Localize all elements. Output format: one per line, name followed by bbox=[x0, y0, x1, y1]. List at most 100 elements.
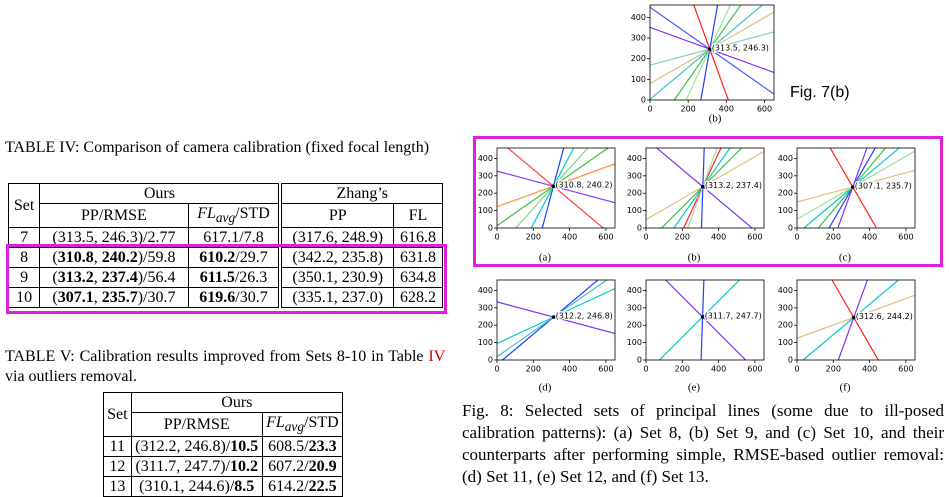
y-tick-label: 200 bbox=[631, 54, 646, 63]
y-tick-label: 200 bbox=[478, 189, 493, 198]
text-span: 611.5 bbox=[199, 269, 235, 287]
table-cell: (312.2, 246.8)/10.5 bbox=[130, 436, 263, 458]
table-cell: 614.2/22.5 bbox=[261, 476, 344, 497]
plot-frame bbox=[796, 279, 916, 361]
text-span: , bbox=[93, 289, 102, 307]
y-tick-label: 300 bbox=[478, 303, 493, 312]
text-span: , bbox=[93, 269, 102, 287]
y-tick-label: 400 bbox=[778, 154, 793, 163]
x-tick-label: 200 bbox=[826, 365, 841, 374]
principal-line bbox=[687, 148, 718, 228]
text-span: FL bbox=[197, 205, 216, 222]
y-tick-label: 100 bbox=[627, 206, 642, 215]
text-span: ( bbox=[52, 249, 58, 267]
principal-point bbox=[551, 184, 556, 189]
text-span: , bbox=[93, 249, 102, 267]
principal-line bbox=[658, 280, 741, 360]
plot-frame bbox=[496, 279, 616, 361]
figure-caption: Fig. 8: Selected sets of principal lines… bbox=[462, 401, 944, 486]
y-tick-label: 400 bbox=[478, 286, 493, 295]
x-tick-label: 200 bbox=[526, 233, 541, 242]
principal-line bbox=[831, 280, 879, 360]
y-tick-label: 400 bbox=[631, 13, 646, 22]
x-tick-label: 400 bbox=[711, 365, 726, 374]
text-span: 20.9 bbox=[308, 458, 337, 476]
text-span: 10.2 bbox=[229, 458, 258, 476]
table-cell: 607.2/20.9 bbox=[261, 456, 344, 478]
x-tick-label: 0 bbox=[494, 233, 499, 242]
x-tick-label: 0 bbox=[794, 233, 799, 242]
plot-label: (a) bbox=[539, 252, 552, 264]
point-label: (313.2, 237.4) bbox=[705, 181, 762, 190]
y-tick-label: 300 bbox=[778, 303, 793, 312]
point-label: (312.6, 244.2) bbox=[856, 312, 913, 321]
table-cell: 634.8 bbox=[392, 267, 444, 289]
x-tick-label: 200 bbox=[826, 233, 841, 242]
y-tick-label: 0 bbox=[637, 224, 642, 233]
x-tick-label: 600 bbox=[747, 233, 762, 242]
plot-label: (e) bbox=[688, 382, 701, 394]
plot: 0 200 400 600 0 100 200 300 400 (313.2, 237.4) (b) bbox=[627, 147, 765, 264]
principal-point bbox=[551, 315, 556, 319]
text-span: /29.7 bbox=[235, 249, 268, 267]
y-tick-label: 400 bbox=[627, 286, 642, 295]
highlight-box bbox=[473, 136, 943, 267]
table-cell: 611.5/26.3 bbox=[187, 267, 281, 289]
y-tick-label: 100 bbox=[778, 338, 793, 347]
text-span: via outliers removal. bbox=[5, 368, 137, 385]
y-tick-label: 100 bbox=[478, 206, 493, 215]
header-cell: PP/RMSE bbox=[130, 411, 263, 438]
y-tick-label: 100 bbox=[478, 338, 493, 347]
table-cell: 10 bbox=[7, 287, 41, 309]
table: Set Ours Zhang’s PP/RMSE FLavg/STD PP FL 7 (31… bbox=[7, 182, 444, 309]
text-span: avg bbox=[284, 419, 304, 435]
y-tick-label: 100 bbox=[627, 338, 642, 347]
table-cell: (335.1, 237.0) bbox=[278, 287, 394, 309]
principal-point bbox=[708, 47, 712, 51]
x-tick-label: 400 bbox=[562, 365, 577, 374]
text-span: 237.4 bbox=[101, 269, 138, 287]
text-span: ( bbox=[52, 269, 58, 287]
text-span: 307.1 bbox=[57, 289, 94, 307]
y-tick-label: 300 bbox=[631, 34, 646, 43]
table-row: 13 (310.1, 244.6)/8.5 614.2/22.5 bbox=[103, 476, 344, 497]
plot-label: (f) bbox=[840, 382, 851, 394]
plot-label: (c) bbox=[839, 252, 852, 264]
text-span: )/30.7 bbox=[137, 289, 176, 307]
point-label: (311.7, 247.7) bbox=[705, 311, 762, 320]
text-span: (311.7, 247.7)/ bbox=[135, 458, 230, 476]
y-tick-label: 200 bbox=[778, 321, 793, 330]
y-tick-label: 200 bbox=[627, 189, 642, 198]
table-cell: (317.6, 248.9) bbox=[278, 227, 394, 249]
principal-point bbox=[701, 184, 705, 189]
plot-frame bbox=[496, 147, 616, 229]
principal-line bbox=[700, 148, 705, 228]
x-tick-label: 0 bbox=[643, 233, 648, 242]
y-tick-label: 0 bbox=[488, 224, 493, 233]
header-cell: FLavg/STD bbox=[261, 411, 344, 438]
y-tick-label: 0 bbox=[641, 96, 646, 105]
principal-line bbox=[673, 5, 742, 100]
point-label: (307.1, 235.7) bbox=[855, 182, 912, 191]
principal-point bbox=[850, 185, 855, 189]
table: Set Ours PP/RMSE FLavg/STD 11 (312.2, 246.8… bbox=[103, 391, 344, 497]
principal-point bbox=[851, 315, 856, 320]
x-tick-label: 400 bbox=[862, 233, 877, 242]
text-span: 235.7 bbox=[101, 289, 138, 307]
y-tick-label: 100 bbox=[631, 75, 646, 84]
table-cell: (310.8, 240.2)/59.8 bbox=[39, 247, 189, 269]
y-tick-label: 0 bbox=[488, 356, 493, 365]
table-row: 11 (312.2, 246.8)/10.5 608.5/23.3 bbox=[103, 436, 344, 458]
header-cell: Set bbox=[103, 391, 132, 438]
lines bbox=[646, 148, 764, 228]
plot-frame bbox=[645, 147, 765, 229]
y-tick-label: 200 bbox=[478, 321, 493, 330]
point-label: (313.5, 246.3) bbox=[712, 44, 769, 53]
point-label: (312.2, 246.8) bbox=[556, 312, 613, 321]
figure-label: Fig. 7(b) bbox=[790, 84, 850, 101]
table-body: 7 (313.5, 246.3)/2.77 617.1/7.8 (317.6, 248… bbox=[7, 227, 444, 309]
x-tick-label: 0 bbox=[643, 365, 648, 374]
text-span: /STD bbox=[235, 205, 270, 222]
y-tick-label: 400 bbox=[778, 286, 793, 295]
